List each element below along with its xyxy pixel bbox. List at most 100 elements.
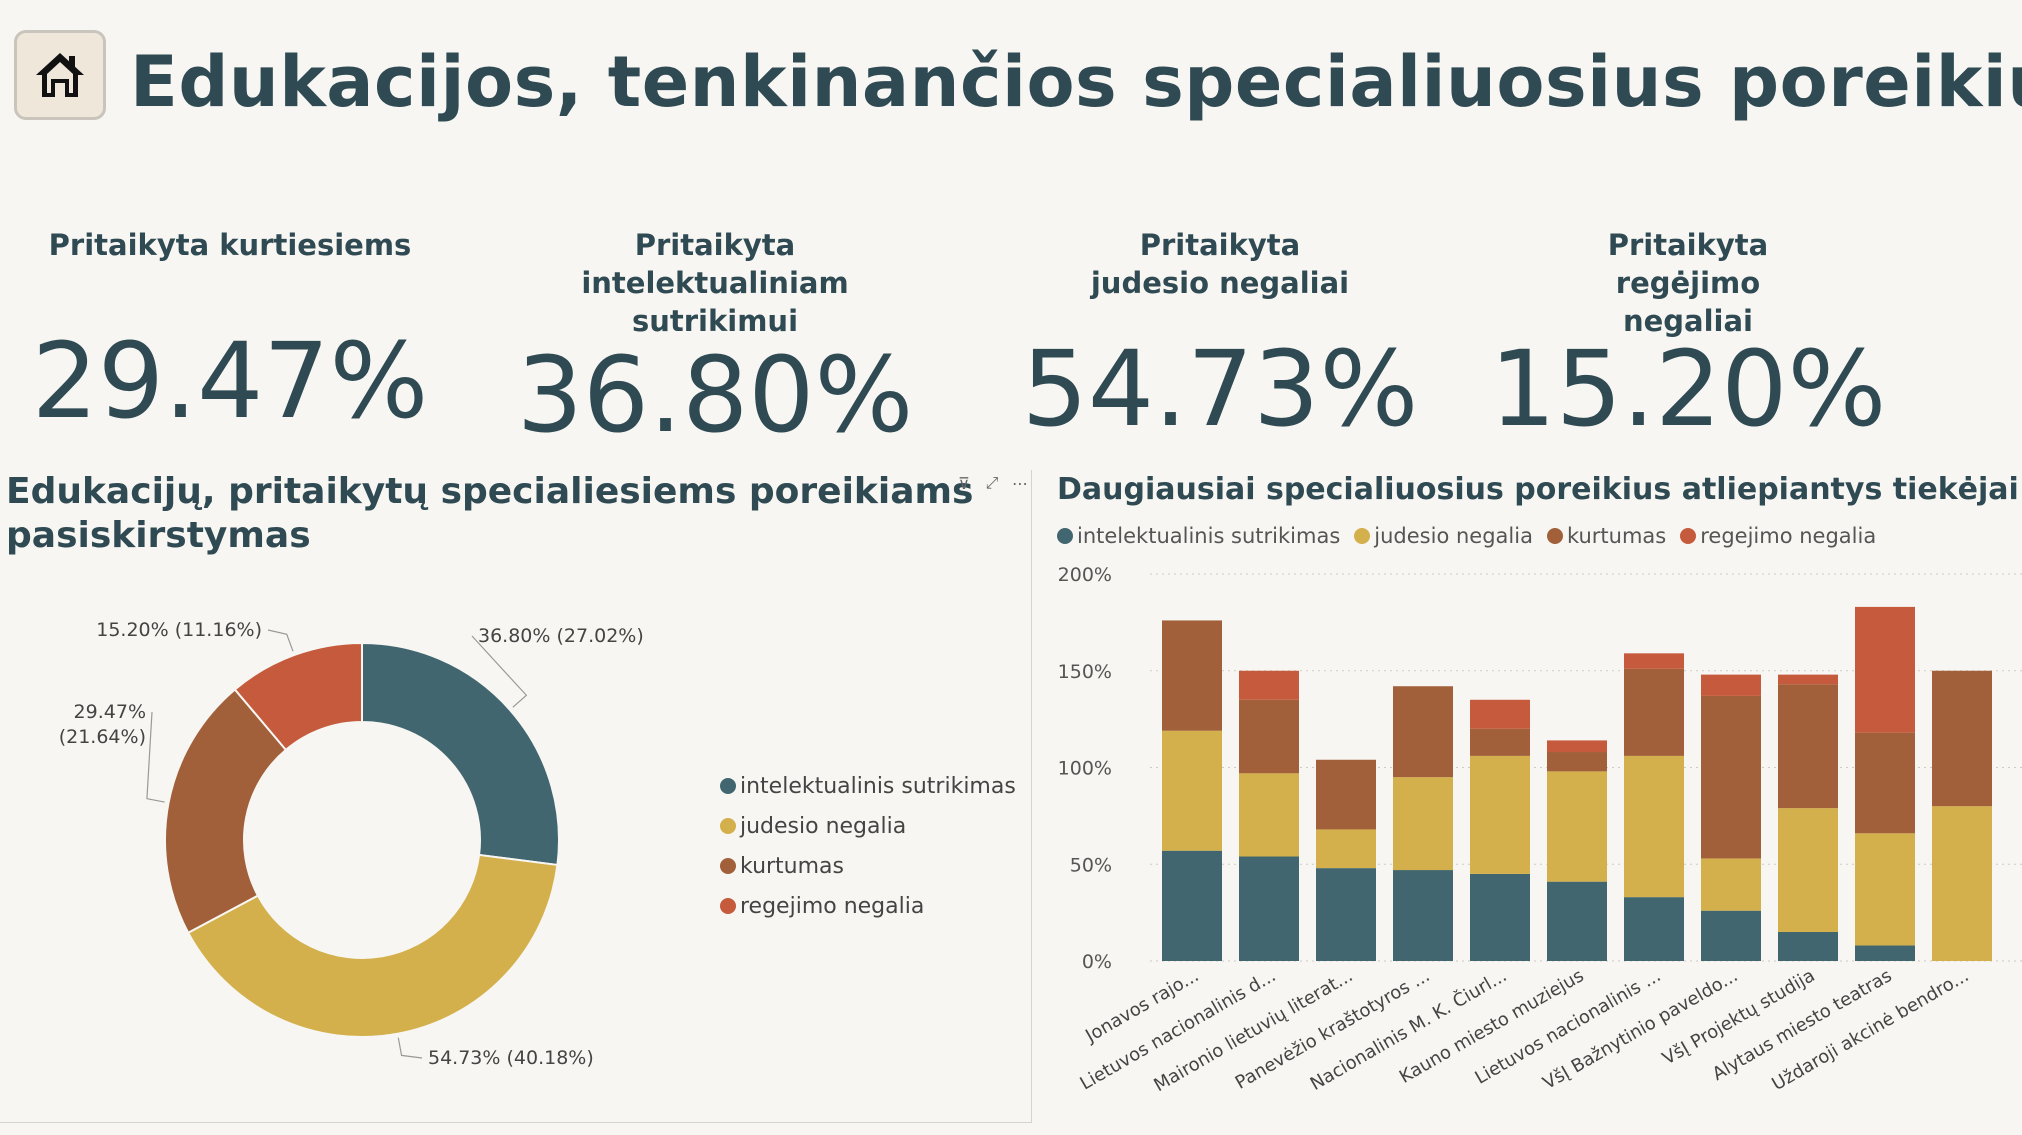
legend-dot	[720, 898, 736, 914]
donut-data-label: 29.47%	[74, 701, 146, 723]
bar-segment[interactable]	[1701, 858, 1761, 911]
y-tick-label: 0%	[1082, 951, 1112, 973]
y-tick-label: 50%	[1070, 854, 1112, 876]
donut-leader-line	[397, 1037, 423, 1059]
home-icon	[36, 53, 84, 97]
bar-segment[interactable]	[1547, 752, 1607, 772]
bar-segment[interactable]	[1701, 910, 1761, 961]
y-tick-label: 200%	[1058, 564, 1112, 586]
bar-segment[interactable]	[1855, 732, 1915, 834]
bar-segment[interactable]	[1547, 771, 1607, 882]
bar-segment[interactable]	[1932, 670, 1992, 807]
bar-segment[interactable]	[1316, 759, 1376, 830]
bar-segment[interactable]	[1316, 868, 1376, 961]
donut-leader-line	[146, 711, 165, 803]
bar-segment[interactable]	[1239, 670, 1299, 700]
donut-data-label: 54.73% (40.18%)	[428, 1047, 594, 1069]
bar-segment[interactable]	[1547, 740, 1607, 753]
legend-item[interactable]: judesio negalia	[1354, 524, 1533, 548]
donut-slice-regejimo[interactable]	[233, 641, 363, 752]
bar-segment[interactable]	[1547, 881, 1607, 961]
donut-slice-judesio[interactable]	[186, 853, 559, 1038]
bar-segment[interactable]	[1239, 856, 1299, 961]
bar-segment[interactable]	[1855, 945, 1915, 961]
focus-mode-icon[interactable]: ⤢	[985, 473, 999, 492]
legend-item[interactable]: judesio negalia	[720, 806, 1016, 846]
legend-label: regejimo negalia	[740, 893, 925, 919]
legend-dot	[1057, 528, 1073, 544]
legend-dot	[720, 858, 736, 874]
bar-segment[interactable]	[1316, 829, 1376, 869]
legend-label: kurtumas	[740, 853, 844, 879]
bar-segment[interactable]	[1393, 777, 1453, 871]
bar-segment[interactable]	[1470, 755, 1530, 874]
legend-dot	[1680, 528, 1697, 544]
bar-segment[interactable]	[1162, 730, 1222, 851]
legend-dot	[1354, 528, 1371, 544]
bar-segment[interactable]	[1778, 674, 1838, 685]
bar-segment[interactable]	[1778, 931, 1838, 961]
kpi-label: Pritaikyta judesio negaliai	[1090, 228, 1350, 300]
bar-segment[interactable]	[1701, 674, 1761, 696]
legend-label: judesio negalia	[740, 813, 907, 839]
legend-dot	[1546, 528, 1563, 544]
kpi-card-judesio: Pritaikyta judesio negaliai 54.73%	[1010, 226, 1430, 446]
bar-segment[interactable]	[1470, 699, 1530, 729]
bar-segment[interactable]	[1470, 873, 1530, 961]
donut-slice-kurtumas[interactable]	[164, 688, 288, 935]
donut-chart-title: Edukacijų, pritaikytų specialiesiems por…	[6, 471, 974, 556]
legend-label: regejimo negalia	[1700, 524, 1877, 548]
filter-icon[interactable]: ⊽	[958, 473, 970, 493]
visual-header-icons: ⊽ ⤢ ⋯	[946, 470, 1030, 496]
legend-label: intelektualinis sutrikimas	[1077, 524, 1341, 548]
bar-segment[interactable]	[1855, 833, 1915, 946]
kpi-value: 15.20%	[1489, 328, 1887, 450]
legend-item[interactable]: kurtumas	[1546, 524, 1667, 548]
legend-item[interactable]: regejimo negalia	[1680, 524, 1876, 548]
bar-legend: intelektualinis sutrikimas judesio negali…	[1057, 524, 1876, 548]
y-tick-label: 100%	[1058, 758, 1112, 780]
legend-label: kurtumas	[1566, 524, 1667, 548]
bar-segment[interactable]	[1778, 808, 1838, 932]
kpi-value: 29.47%	[31, 320, 429, 442]
donut-slice-intelektualinis[interactable]	[361, 641, 560, 867]
bar-segment[interactable]	[1162, 620, 1222, 731]
bar-segment[interactable]	[1239, 773, 1299, 857]
bar-segment[interactable]	[1624, 668, 1684, 756]
bar-segment[interactable]	[1393, 870, 1453, 961]
bar-segment[interactable]	[1624, 897, 1684, 961]
donut-leader-line	[471, 635, 528, 708]
legend-dot	[720, 778, 736, 794]
donut-chart-panel[interactable]	[0, 470, 1032, 1123]
bar-chart-title: Daugiausiai specialiuosius poreikius atl…	[1057, 472, 2019, 507]
bar-segment[interactable]	[1624, 755, 1684, 898]
kpi-card-intelektualinis: Pritaikyta intelektualiniam sutrikimui 3…	[480, 226, 950, 450]
kpi-value: 54.73%	[1021, 328, 1419, 450]
y-tick-label: 150%	[1058, 661, 1112, 683]
bar-segment[interactable]	[1162, 850, 1222, 961]
legend-item[interactable]: intelektualinis sutrikimas	[1057, 524, 1340, 548]
kpi-card-regejimo: Pritaikyta regėjimo negaliai 15.20%	[1478, 226, 1898, 446]
stacked-bar-chart: 0%50%100%150%200% Jonavos rajo...Lietuvo…	[1058, 564, 2022, 1096]
bar-segment[interactable]	[1701, 695, 1761, 859]
bar-segment[interactable]	[1239, 699, 1299, 774]
kpi-label: Pritaikyta regėjimo negaliai	[1607, 228, 1769, 338]
bar-segment[interactable]	[1393, 686, 1453, 778]
page-title: Edukacijos, tenkinančios specialiuosius …	[130, 41, 2022, 123]
donut-legend: intelektualinis sutrikimas judesio negali…	[720, 766, 1016, 926]
bar-segment[interactable]	[1932, 806, 1992, 961]
donut-data-label: (21.64%)	[59, 726, 146, 748]
legend-dot	[720, 818, 736, 834]
home-button[interactable]	[14, 30, 106, 120]
legend-item[interactable]: regejimo negalia	[720, 886, 1016, 926]
kpi-value: 36.80%	[516, 334, 914, 456]
bar-segment[interactable]	[1624, 653, 1684, 669]
legend-item[interactable]: intelektualinis sutrikimas	[720, 766, 1016, 806]
bar-segment[interactable]	[1470, 728, 1530, 756]
more-options-icon[interactable]: ⋯	[1012, 473, 1028, 493]
donut-data-label: 15.20% (11.16%)	[96, 619, 262, 641]
bar-segment[interactable]	[1778, 684, 1838, 809]
kpi-card-kurtumas: Pritaikyta kurtiesiems 29.47%	[20, 226, 440, 436]
bar-segment[interactable]	[1855, 606, 1915, 733]
legend-item[interactable]: kurtumas	[720, 846, 1016, 886]
